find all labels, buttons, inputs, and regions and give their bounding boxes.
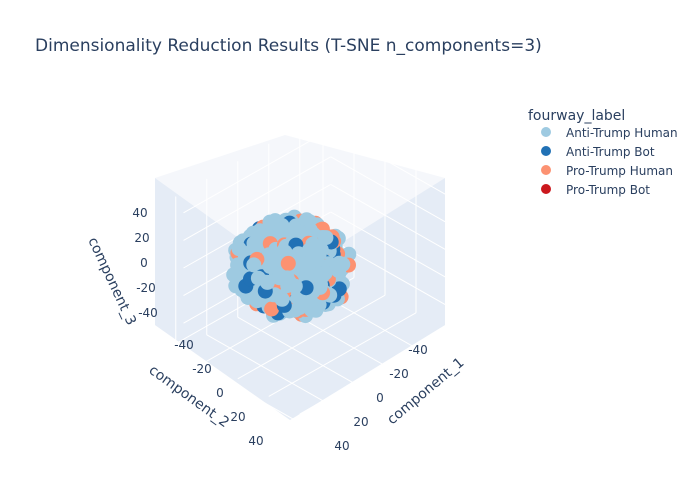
data-point-pro-trump-human: [280, 255, 296, 271]
legend-label-pro-trump-human: Pro-Trump Human: [566, 164, 673, 178]
data-points: [226, 209, 357, 324]
grid-line: [237, 294, 386, 380]
grid-line: [330, 211, 479, 297]
data-point-anti-trump-human: [318, 230, 334, 246]
y-tick-label: -20: [192, 362, 212, 376]
legend-marker-anti-trump-human: [541, 127, 551, 137]
grid-line: [183, 156, 331, 241]
scene-3d[interactable]: [155, 104, 479, 437]
z-tick-label: 40: [132, 206, 147, 220]
y-tick-label: -40: [174, 338, 194, 352]
legend-marker-anti-trump-bot: [541, 146, 551, 156]
data-point-anti-trump-human: [246, 257, 262, 273]
data-point-anti-trump-human: [287, 278, 303, 294]
data-point-pro-trump-human: [264, 301, 280, 317]
z-tick-label: 20: [134, 231, 149, 245]
grid-line: [330, 128, 479, 214]
chart-title: Dimensionality Reduction Results (T-SNE …: [35, 36, 542, 56]
x-tick-label: 20: [353, 415, 368, 429]
grid-line: [206, 334, 355, 419]
legend-title: fourway_label: [528, 108, 625, 124]
legend-entry-anti-trump-bot[interactable]: Anti-Trump Bot: [541, 145, 655, 159]
legend-marker-pro-trump-bot: [541, 184, 551, 194]
z-axis-title: component_3: [84, 235, 139, 328]
legend-entry-anti-trump-human[interactable]: Anti-Trump Human: [541, 126, 678, 140]
grid-line: [175, 352, 324, 437]
grid-line: [237, 316, 386, 402]
grid-line: [330, 183, 479, 269]
grid-line: [330, 156, 479, 241]
legend-marker-pro-trump-human: [541, 165, 551, 175]
pane-floor: [155, 255, 445, 420]
legend-entry-pro-trump-bot[interactable]: Pro-Trump Bot: [541, 183, 650, 197]
x-tick-label: 40: [334, 439, 349, 453]
grid-line: [183, 128, 331, 214]
data-point-anti-trump-human: [292, 300, 307, 316]
z-tick-label: -40: [138, 306, 158, 320]
data-point-anti-trump-human: [314, 269, 330, 285]
x-tick-label: -20: [389, 367, 409, 381]
z-tick-label: 0: [140, 256, 148, 270]
y-tick-label: 0: [216, 386, 224, 400]
z-tick-label: -20: [136, 281, 156, 295]
legend-label-anti-trump-bot: Anti-Trump Bot: [566, 145, 655, 159]
x-tick-label: -40: [408, 343, 428, 357]
data-point-anti-trump-human: [301, 255, 317, 271]
x-axis-title: component_1: [384, 355, 467, 428]
data-point-anti-trump-human: [262, 258, 278, 274]
grid-line: [299, 330, 448, 415]
legend-entry-pro-trump-human[interactable]: Pro-Trump Human: [541, 164, 673, 178]
data-point-anti-trump-human: [259, 274, 275, 290]
y-tick-label: 40: [248, 434, 263, 448]
legend[interactable]: fourway_label Anti-Trump Human Anti-Trum…: [528, 108, 678, 197]
legend-label-anti-trump-human: Anti-Trump Human: [566, 126, 678, 140]
legend-label-pro-trump-bot: Pro-Trump Bot: [566, 183, 650, 197]
grid-line: [268, 312, 417, 397]
y-tick-label: 20: [230, 410, 245, 424]
x-tick-label: 0: [376, 391, 384, 405]
